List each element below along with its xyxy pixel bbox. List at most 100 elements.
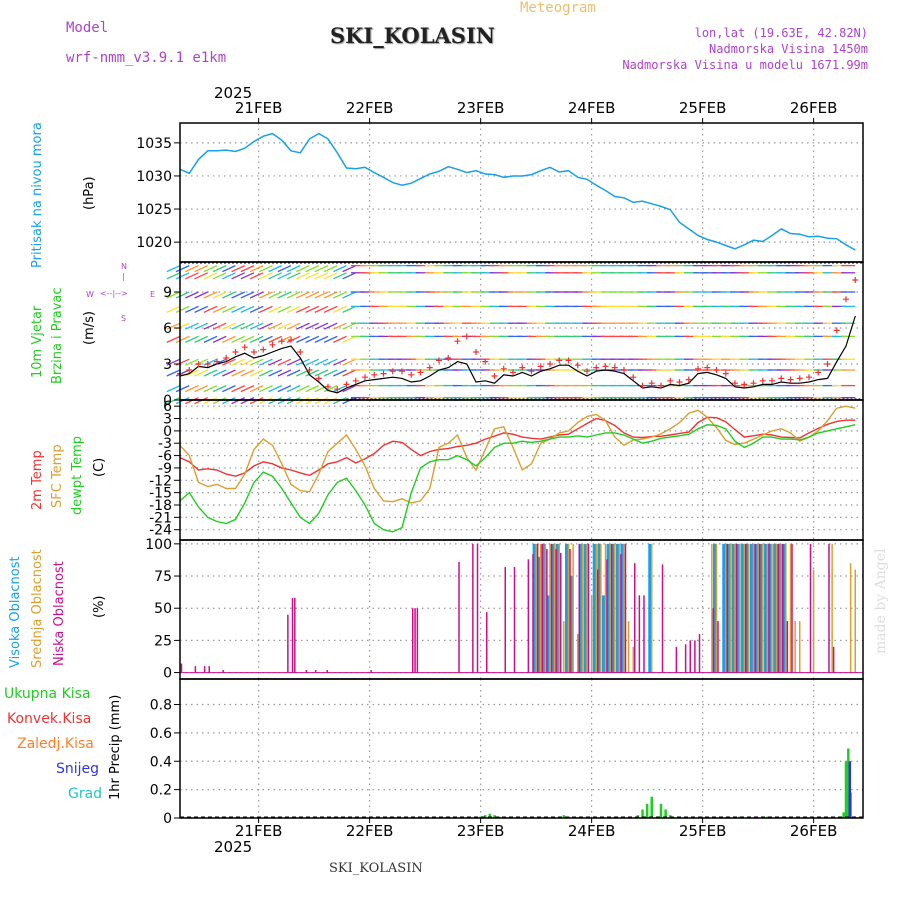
wind-gust-marker [639,382,646,389]
date-tick-label: 21FEB [234,822,283,840]
wind-arrow [249,272,264,280]
date-tick-label: 25FEB [678,99,727,117]
wind-arrow [277,369,292,377]
wind-arrow [305,305,320,313]
wind-arrow [249,291,264,299]
wind-gust-marker [528,368,535,375]
wind-arrow [249,265,264,273]
wind-gust-marker [389,368,396,375]
wind-arrow [166,397,181,405]
wind-gust-marker [778,375,785,382]
wind-gust-marker [352,377,359,384]
wind-gust-marker [334,386,341,393]
precip-legend-conv: Konvek.Kisa [7,711,92,727]
wind-arrow [286,305,301,313]
wind-arrow [333,322,347,330]
wind-arrow [305,322,320,330]
wind-gust-marker [260,346,267,353]
wind-arrow [296,322,310,330]
wind-gust-marker [852,277,859,283]
wind-arrow [305,265,320,273]
wind-arrow [268,272,283,280]
wind-gust-marker [417,369,424,376]
wind-arrow [259,358,273,366]
model-label: Model [66,20,109,36]
wind-arrow [277,305,292,313]
date-tick-label: 23FEB [456,822,505,840]
wind-arrow [166,369,181,377]
year-bottom: 2025 [214,838,253,856]
wind-gust-marker [343,381,350,388]
wind-gust-marker [584,368,590,375]
wind-arrow [259,305,273,313]
wind-arrow [231,322,246,330]
model-value: wrf-nmm_v3.9.1 e1km [66,50,227,66]
wind-arrow [194,291,209,299]
wind-arrow [305,369,320,377]
panel-frame [179,678,864,819]
wind-arrow [231,291,246,299]
y-tick-label: -18 [149,498,172,514]
y-tick-label: -21 [149,510,172,526]
wind-arrow [259,369,273,377]
wind-arrow [268,322,283,330]
date-tick-label: 21FEB [234,99,283,117]
wind-arrow [342,358,357,366]
wind-gust-marker [695,365,701,372]
wind-arrow [333,358,347,366]
wind-gust-marker [833,327,840,334]
wind-arrow [231,358,246,366]
wind-arrow [222,265,236,273]
elevation-text: Nadmorska Visina 1450m [709,42,868,56]
wind-arrow [222,385,236,393]
wind-arrow [333,272,347,280]
y-tick-label: 100 [145,537,172,553]
wind-arrow [249,322,264,330]
wind-arrow [342,322,357,330]
wind-arrow [249,385,264,393]
wind-arrow [323,305,338,313]
wind-gust-marker [713,367,720,373]
wind-arrow [277,358,292,366]
wind-arrow [314,369,329,377]
y-tick-label: 1030 [136,169,172,185]
wind-arrow [323,369,338,377]
date-tick-label: 26FEB [789,822,838,840]
date-tick-label: 22FEB [345,822,394,840]
wind-arrow [342,335,357,343]
station-title: SKI_KOLASIN [330,23,495,48]
wind-arrow [203,265,218,273]
wind-arrow [277,385,292,393]
compass-n: N [121,262,127,271]
wind-gust-marker [269,341,276,348]
wind-gust-marker [759,377,766,384]
wind-arrow [231,265,246,273]
wind-arrow [166,291,181,299]
wind-arrow [305,358,320,366]
wind-gust-marker [491,373,498,379]
wind-arrow [166,322,181,330]
wind-arrow [185,265,199,273]
wind-arrow [203,305,218,313]
wind-gust-marker [445,355,452,361]
y-tick-label: 0.2 [150,783,172,799]
y-tick-label: 0 [163,666,172,682]
wind-gust-marker [796,375,803,382]
wind-gust-marker [380,370,387,377]
wind-gust-marker [325,383,331,390]
y-tick-label: -24 [149,523,172,539]
wind-arrow [296,335,310,343]
y-tick-label: 3 [163,357,172,373]
wind-gust-marker [426,364,433,371]
y-tick-label: 50 [154,601,172,617]
y-tick-label: 0 [163,424,172,440]
wind-arrow [240,265,255,273]
y-tick-label: -15 [149,486,172,502]
wind-gust-marker [574,362,581,369]
panel-frame [179,399,864,541]
wind-arrow [259,322,273,330]
wind-arrow [212,335,227,343]
wind-arrow [194,335,209,343]
wind-arrow [212,272,227,280]
wind-gust-marker [223,355,230,361]
